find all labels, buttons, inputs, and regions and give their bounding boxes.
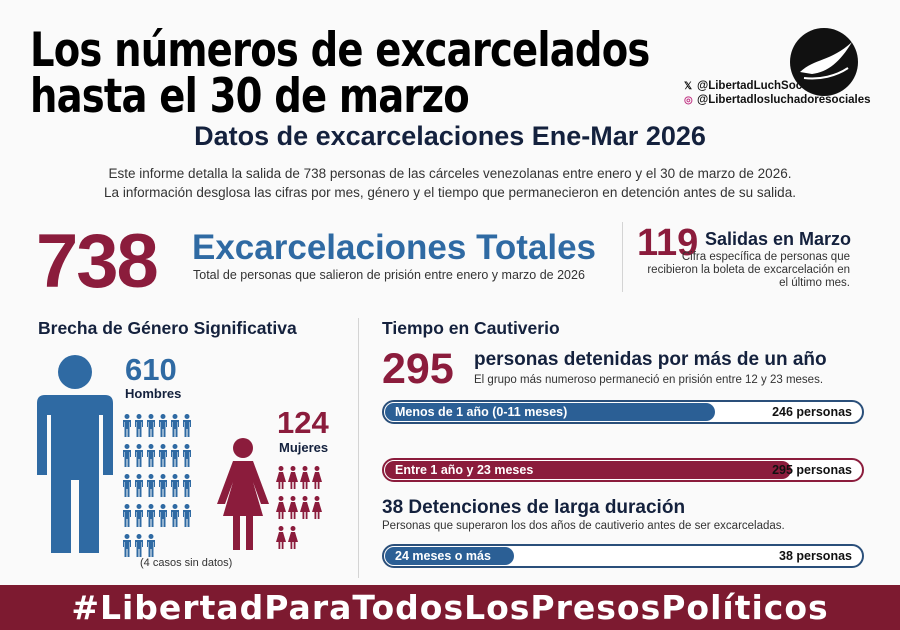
long-detention-desc: Personas que superaron los dos años de c… xyxy=(382,520,785,532)
woman-small-icon xyxy=(288,466,298,494)
captivity-number: 295 xyxy=(382,345,454,393)
man-small-icon xyxy=(122,414,132,442)
man-small-icon xyxy=(134,474,144,502)
man-small-icon xyxy=(158,504,168,532)
woman-small-icon xyxy=(312,496,322,524)
man-small-icon xyxy=(182,474,192,502)
man-small-icon xyxy=(170,414,180,442)
man-small-icon xyxy=(146,444,156,472)
bar-value: 295 personas xyxy=(772,463,852,477)
woman-small-icon xyxy=(288,496,298,524)
man-small-icon xyxy=(146,534,156,562)
bar-fill: Menos de 1 año (0-11 meses) xyxy=(385,403,715,421)
dove-logo-icon xyxy=(790,28,858,96)
woman-small-icon xyxy=(300,496,310,524)
man-small-icon xyxy=(122,534,132,562)
no-data-note: (4 casos sin datos) xyxy=(140,557,233,569)
divider xyxy=(622,222,623,292)
captivity-desc: El grupo más numeroso permaneció en pris… xyxy=(474,374,824,386)
man-small-icon xyxy=(158,474,168,502)
woman-small-icon xyxy=(300,466,310,494)
men-label: Hombres xyxy=(125,386,182,401)
woman-icon xyxy=(215,438,271,555)
total-number: 738 xyxy=(36,219,159,304)
gender-heading: Brecha de Género Significativa xyxy=(38,318,297,338)
divider xyxy=(358,318,359,578)
woman-small-icon xyxy=(276,526,286,554)
man-small-icon xyxy=(122,474,132,502)
hashtag-banner: #LibertadParaTodosLosPresosPolíticos xyxy=(0,585,900,630)
bar-under-1-year: Menos de 1 año (0-11 meses) 246 personas xyxy=(382,400,864,424)
women-label: Mujeres xyxy=(279,440,329,455)
bar-1-to-23-months: Entre 1 año y 23 meses 295 personas xyxy=(382,458,864,482)
captivity-heading: Tiempo en Cautiverio xyxy=(382,318,560,338)
instagram-icon: ◎ xyxy=(684,95,693,106)
men-icon-grid xyxy=(122,414,194,562)
main-title: Los números de excarcelados hasta el 30 d… xyxy=(30,23,650,124)
instagram-handle[interactable]: ◎ @Libertadlosluchadoresociales xyxy=(684,94,871,106)
long-detention-title: 38 Detenciones de larga duración xyxy=(382,497,686,518)
bar-value: 246 personas xyxy=(772,405,852,419)
bar-24-months-plus: 24 meses o más 38 personas xyxy=(382,544,864,568)
man-small-icon xyxy=(146,504,156,532)
march-title: Salidas en Marzo xyxy=(705,229,852,249)
man-small-icon xyxy=(146,414,156,442)
man-small-icon xyxy=(170,474,180,502)
woman-small-icon xyxy=(312,466,322,494)
man-small-icon xyxy=(182,444,192,472)
man-small-icon xyxy=(122,504,132,532)
woman-small-icon xyxy=(276,496,286,524)
x-icon: 𝕏 xyxy=(684,81,693,92)
man-small-icon xyxy=(182,504,192,532)
man-small-icon xyxy=(134,534,144,562)
bar-fill: Entre 1 año y 23 meses xyxy=(385,461,792,479)
twitter-handle[interactable]: 𝕏 @LibertadLuchSoc xyxy=(684,80,803,92)
march-desc: Cifra específica de personas que recibie… xyxy=(647,251,850,289)
man-small-icon xyxy=(158,444,168,472)
bar-fill: 24 meses o más xyxy=(385,547,515,565)
woman-small-icon xyxy=(288,526,298,554)
man-small-icon xyxy=(134,504,144,532)
men-number: 610 xyxy=(125,352,177,387)
man-small-icon xyxy=(146,474,156,502)
women-number: 124 xyxy=(277,405,329,440)
man-small-icon xyxy=(134,444,144,472)
total-desc: Total de personas que salieron de prisió… xyxy=(193,268,585,282)
man-small-icon xyxy=(122,444,132,472)
intro-text: Este informe detalla la salida de 738 pe… xyxy=(104,166,796,200)
march-number: 119 xyxy=(637,222,699,264)
women-icon-grid xyxy=(276,466,326,554)
subtitle: Datos de excarcelaciones Ene-Mar 2026 xyxy=(194,121,706,151)
man-small-icon xyxy=(158,414,168,442)
bar-value: 38 personas xyxy=(779,549,852,563)
captivity-title: personas detenidas por más de un año xyxy=(474,349,827,370)
man-small-icon xyxy=(170,444,180,472)
man-icon xyxy=(35,355,115,560)
total-title: Excarcelaciones Totales xyxy=(192,228,597,267)
man-small-icon xyxy=(170,504,180,532)
man-small-icon xyxy=(134,414,144,442)
woman-small-icon xyxy=(276,466,286,494)
man-small-icon xyxy=(182,414,192,442)
